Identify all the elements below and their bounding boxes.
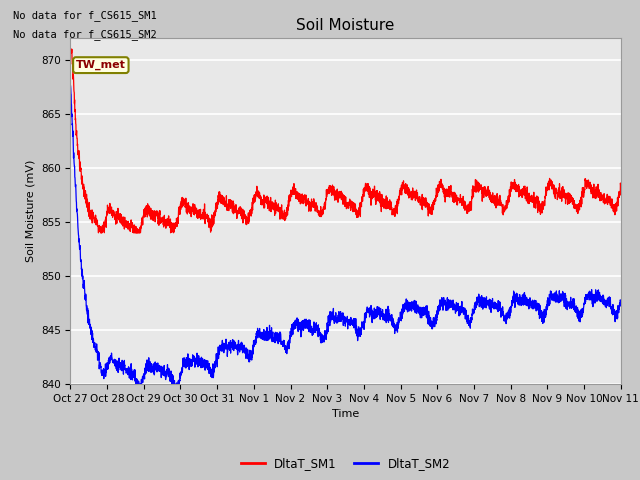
DltaT_SM2 xyxy=(547,295,555,300)
Legend: DltaT_SM1, DltaT_SM2: DltaT_SM1, DltaT_SM2 xyxy=(236,453,455,475)
DltaT_SM2 xyxy=(617,300,625,305)
DltaT_SM1 xyxy=(547,177,555,183)
Text: No data for f_CS615_SM2: No data for f_CS615_SM2 xyxy=(13,29,157,40)
DltaT_SM1 xyxy=(606,200,614,205)
DltaT_SM2 xyxy=(278,340,285,346)
X-axis label: Time: Time xyxy=(332,409,359,419)
DltaT_SM1 xyxy=(95,230,102,236)
DltaT_SM1 xyxy=(617,191,625,196)
DltaT_SM1 xyxy=(301,198,309,204)
DltaT_SM2 xyxy=(606,298,614,304)
Text: TW_met: TW_met xyxy=(76,60,126,70)
Title: Soil Moisture: Soil Moisture xyxy=(296,18,395,33)
Line: DltaT_SM1: DltaT_SM1 xyxy=(70,49,621,233)
DltaT_SM2 xyxy=(132,381,140,387)
DltaT_SM1 xyxy=(162,221,170,227)
Line: DltaT_SM2: DltaT_SM2 xyxy=(70,85,621,384)
DltaT_SM1 xyxy=(67,46,74,52)
DltaT_SM2 xyxy=(67,82,74,88)
DltaT_SM2 xyxy=(162,372,170,378)
Y-axis label: Soil Moisture (mV): Soil Moisture (mV) xyxy=(25,160,35,263)
DltaT_SM1 xyxy=(278,202,285,208)
DltaT_SM2 xyxy=(129,372,137,378)
DltaT_SM2 xyxy=(301,324,309,329)
Text: No data for f_CS615_SM1: No data for f_CS615_SM1 xyxy=(13,10,157,21)
DltaT_SM1 xyxy=(129,227,137,232)
